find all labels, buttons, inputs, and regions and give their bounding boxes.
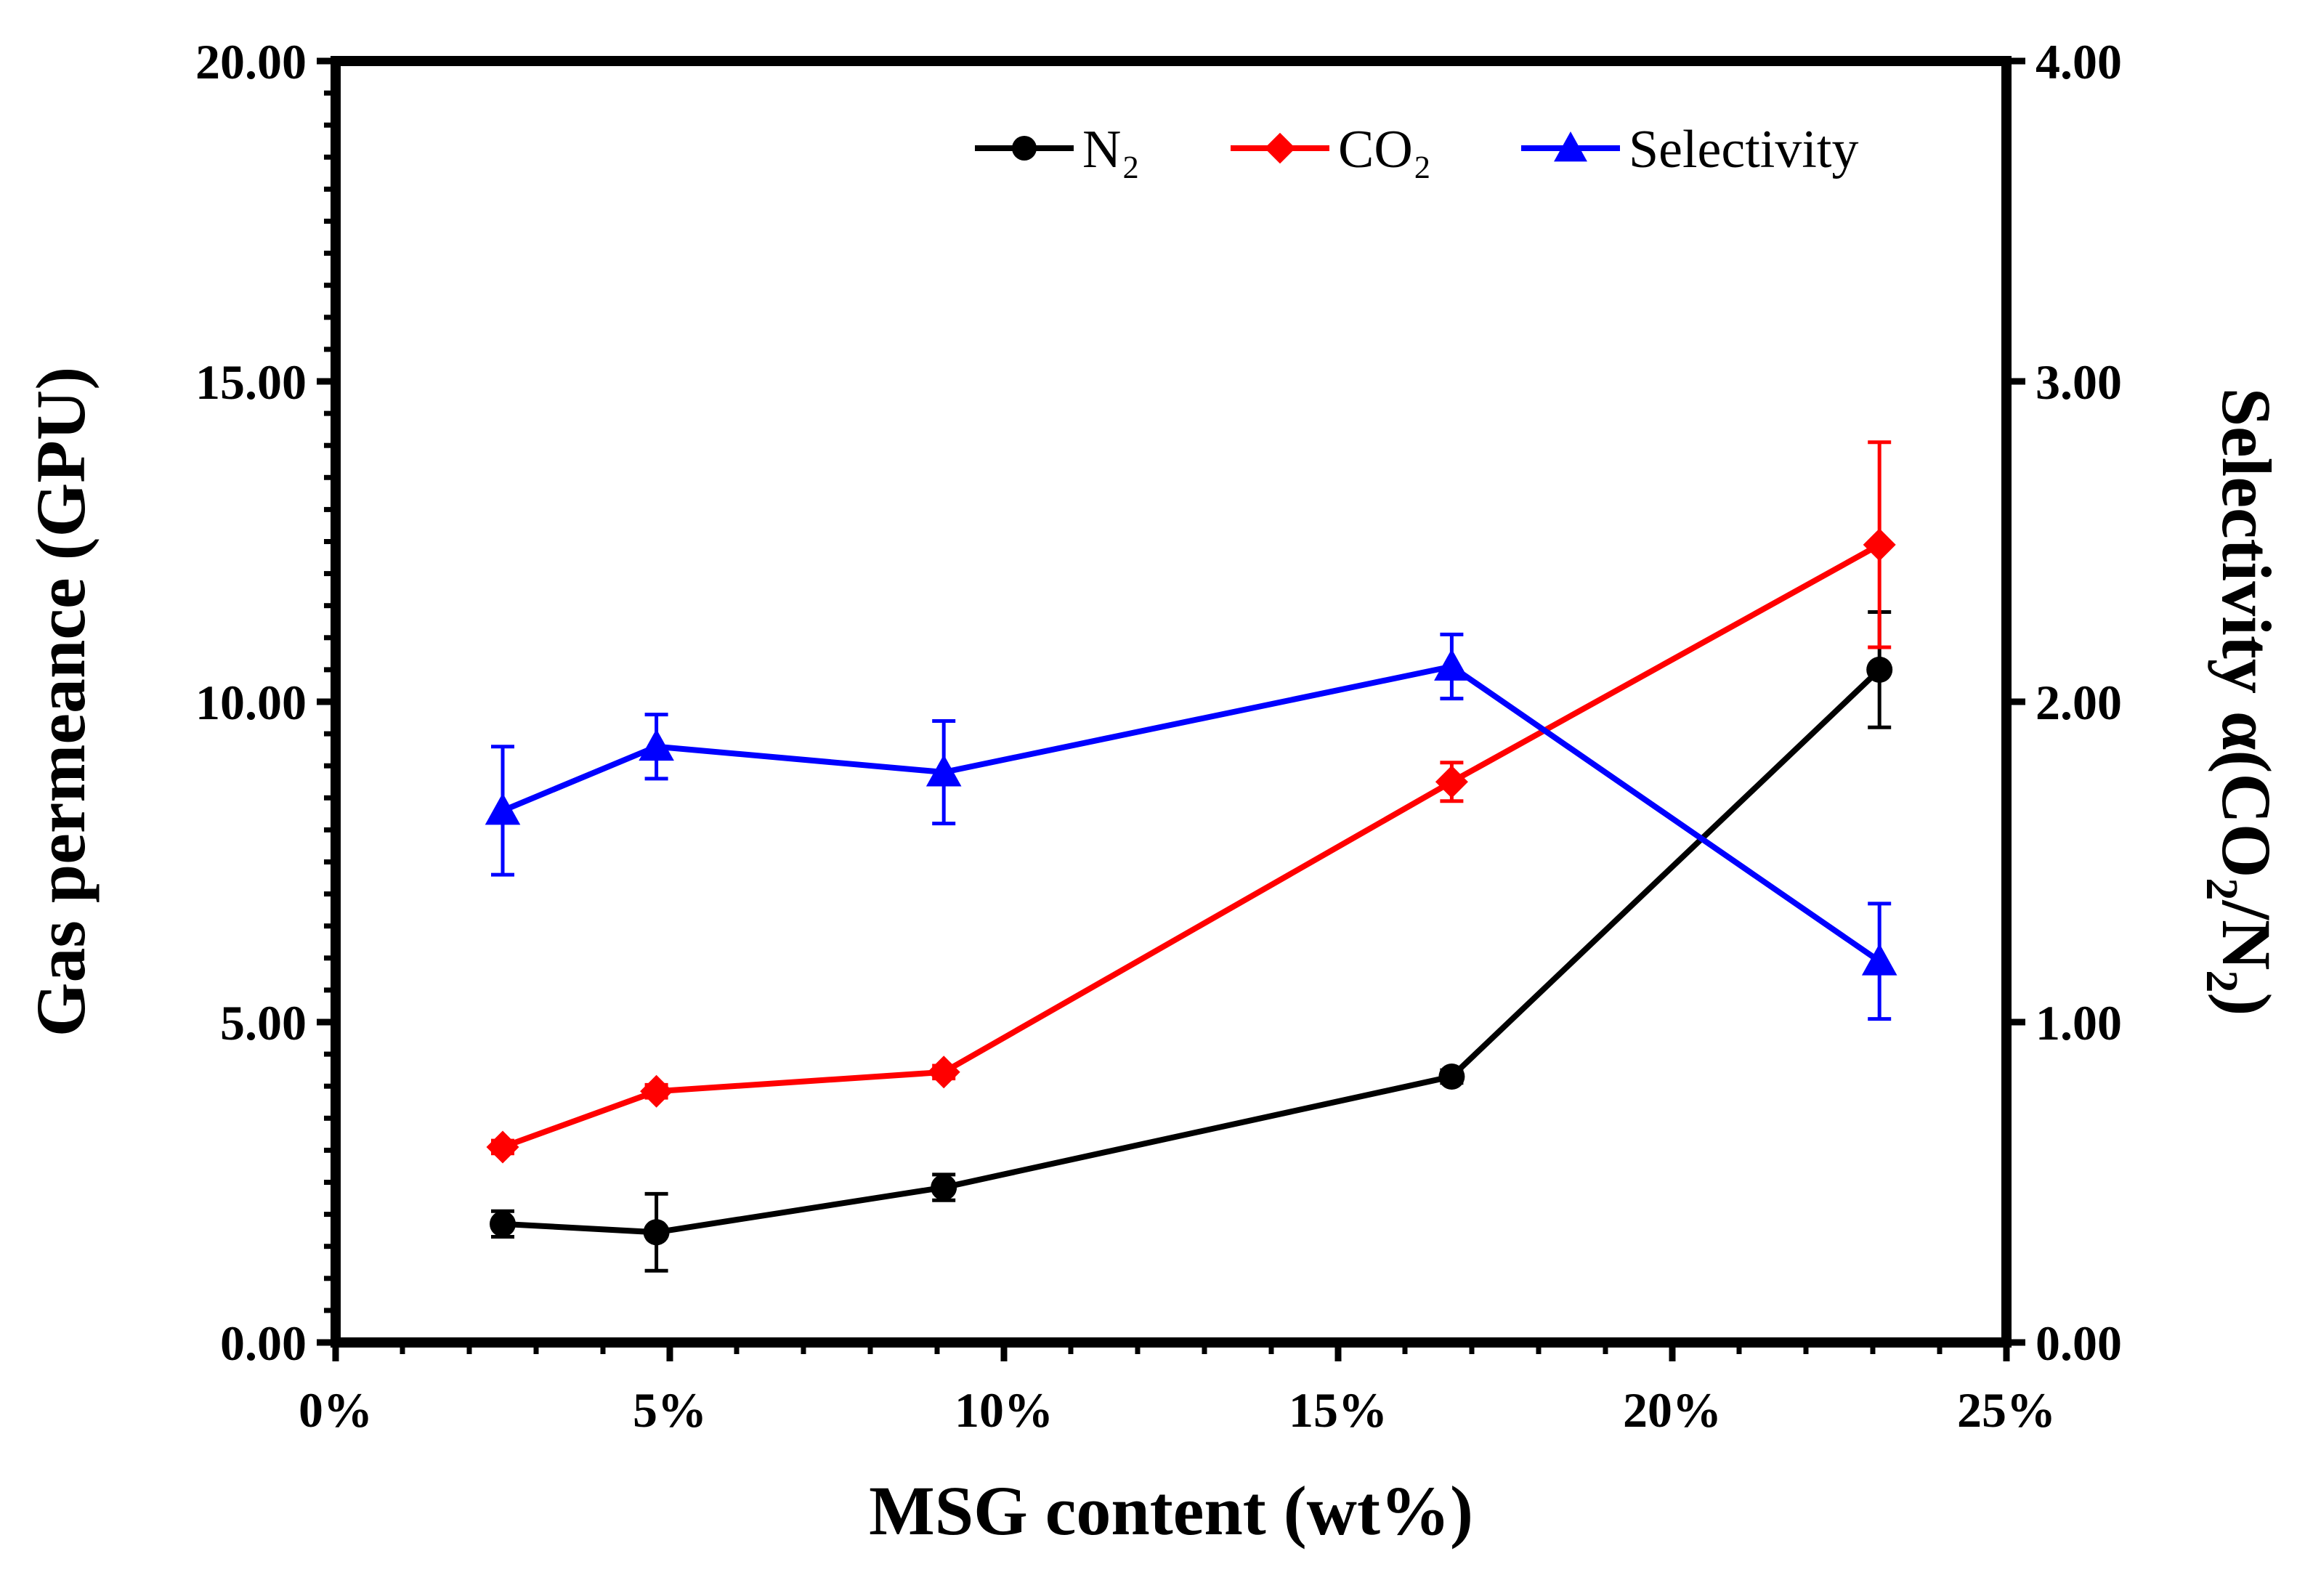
- x-tick-label: 0%: [299, 1382, 373, 1438]
- series-1: [486, 440, 1896, 1164]
- data-point: [1438, 1063, 1465, 1090]
- y-axis-left-title: Gas permeance (GPU): [22, 367, 100, 1037]
- y-right-tick-label: 2.00: [2035, 675, 2122, 730]
- series-2: [485, 632, 1897, 1021]
- major-ticks: [317, 57, 2025, 1361]
- data-point: [1435, 765, 1468, 798]
- y-axis-right-title: Selectivity α(CO2/N2): [2197, 388, 2285, 1016]
- series-line: [501, 663, 1881, 964]
- x-tick-label: 5%: [633, 1382, 707, 1438]
- data-point: [486, 1130, 519, 1164]
- legend: N₂ CO₂ Selectivity: [975, 120, 1859, 179]
- y-right-title-sub2: 2: [2197, 970, 2246, 992]
- y-left-tick-label: 5.00: [220, 995, 307, 1050]
- data-point: [1866, 656, 1893, 683]
- data-point: [640, 1074, 673, 1108]
- legend-marker: [1012, 136, 1037, 161]
- series-line: [501, 542, 1881, 1150]
- data-point: [1863, 528, 1896, 562]
- legend-label: Selectivity: [1629, 120, 1859, 179]
- y-right-tick-label: 4.00: [2035, 34, 2122, 89]
- data-point: [490, 1210, 516, 1237]
- y-right-title-prefix: Selectivity α(CO: [2208, 388, 2285, 878]
- x-tick-label: 20%: [1623, 1382, 1722, 1438]
- data-point: [1434, 649, 1470, 681]
- data-point: [931, 1174, 957, 1201]
- data-point: [485, 793, 521, 825]
- data-point: [927, 1056, 960, 1089]
- legend-label: N₂: [1082, 120, 1140, 179]
- data-point: [639, 729, 674, 761]
- data-point: [925, 754, 962, 787]
- series-0: [490, 610, 1893, 1273]
- legend-marker: [1264, 132, 1296, 164]
- x-axis-title: MSG content (wt%): [869, 1472, 1473, 1550]
- y-left-tick-label: 0.00: [220, 1316, 307, 1371]
- y-right-title-middle: /N: [2208, 899, 2285, 970]
- y-right-title-suffix: ): [2208, 992, 2285, 1016]
- x-tick-label: 25%: [1957, 1382, 2056, 1438]
- y-left-tick-label: 20.00: [195, 34, 307, 89]
- tick-labels: 0.00 5.00 10.00 15.00 20.00 0.00 1.00 2.00 3.00 4…: [195, 34, 2122, 1438]
- data-point: [643, 1219, 670, 1246]
- y-right-tick-label: 0.00: [2035, 1316, 2122, 1371]
- y-right-tick-label: 3.00: [2035, 355, 2122, 410]
- y-left-tick-label: 10.00: [195, 675, 307, 730]
- y-right-title-sub1: 2: [2197, 878, 2246, 900]
- x-tick-label: 15%: [1289, 1382, 1388, 1438]
- y-left-tick-label: 15.00: [195, 355, 307, 410]
- series-layer: [485, 440, 1897, 1273]
- x-tick-label: 10%: [955, 1382, 1053, 1438]
- y-right-tick-label: 1.00: [2035, 995, 2122, 1050]
- legend-label: CO₂: [1338, 120, 1432, 179]
- minor-ticks: [324, 58, 2009, 1354]
- data-point: [1861, 943, 1897, 976]
- plot-frame: [331, 56, 2012, 1348]
- legend-marker: [1554, 131, 1587, 162]
